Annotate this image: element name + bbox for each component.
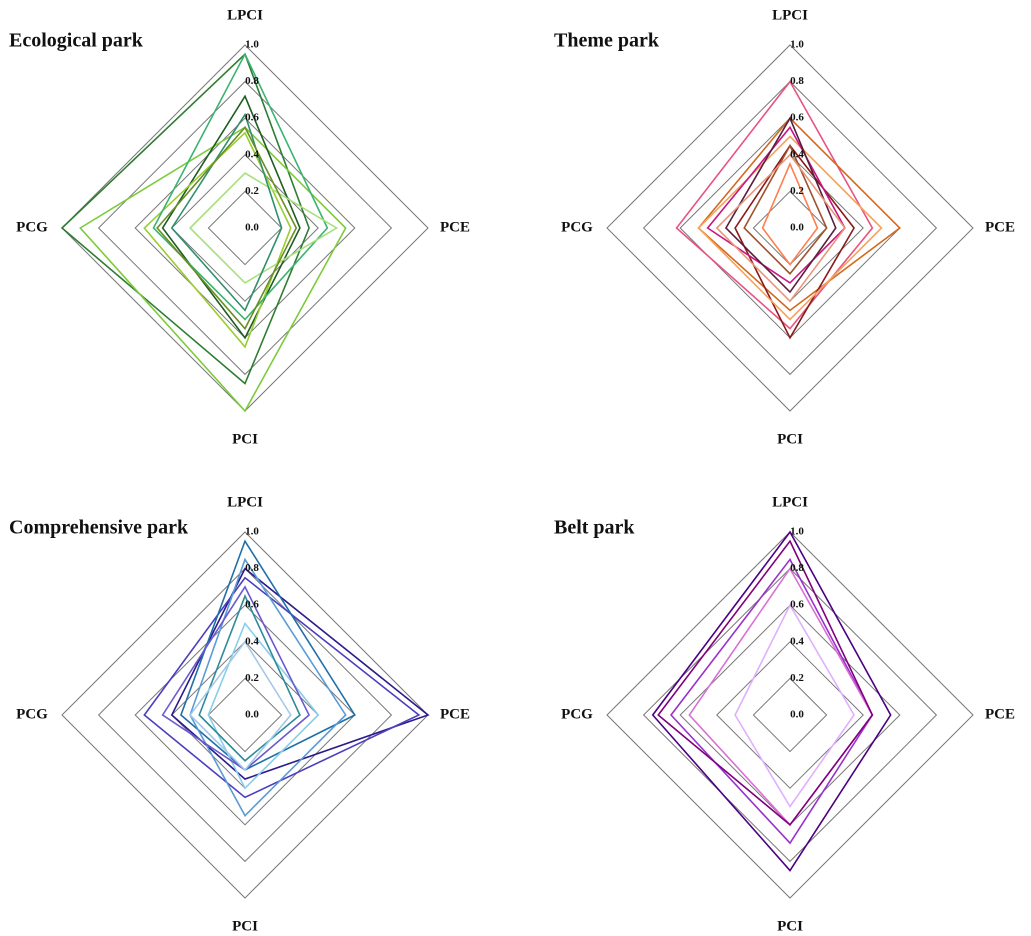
series-line (152, 52, 329, 321)
r-tick-label: 0.2 (245, 672, 259, 684)
axis-label: PCE (985, 706, 1015, 722)
r-tick-label: 0.6 (245, 112, 259, 124)
r-tick-label: 1.0 (245, 526, 259, 538)
axis-label: PCI (777, 431, 803, 447)
r-tick-label: 0.8 (790, 75, 804, 87)
r-tick-label: 0.2 (790, 672, 804, 684)
r-tick-label: 0.4 (790, 148, 804, 160)
r-tick-label: 0.4 (245, 635, 259, 647)
r-tick-label: 0.2 (245, 185, 259, 197)
grid-ring (606, 531, 974, 899)
grid-ring (642, 80, 938, 376)
axis-label: PCI (777, 918, 803, 934)
series-line (697, 135, 883, 321)
grid-ring (207, 190, 283, 266)
series-line (706, 125, 846, 284)
axis-label: PCG (16, 219, 48, 235)
r-tick-label: 0.0 (790, 222, 804, 234)
axis-label: PCG (561, 219, 593, 235)
axis-label: PCI (232, 918, 258, 934)
series-line (675, 80, 874, 330)
axis-label: PCE (440, 219, 470, 235)
axis-label: PCG (561, 706, 593, 722)
grid-ring (606, 44, 974, 412)
grid-ring (171, 154, 319, 302)
series-line (715, 153, 846, 303)
series-line (697, 117, 902, 312)
chart-title: Comprehensive park (9, 517, 189, 539)
r-tick-label: 0.8 (245, 75, 259, 87)
series-line (198, 593, 301, 762)
grid-ring (752, 677, 828, 753)
axis-label: LPCI (227, 7, 263, 23)
series-line (743, 143, 828, 275)
r-tick-label: 0.0 (245, 709, 259, 721)
series-line (761, 161, 819, 266)
series-line (170, 112, 283, 312)
series-line (188, 172, 339, 284)
series-line (734, 144, 856, 340)
grid-ring (716, 641, 864, 789)
chart-title: Belt park (554, 517, 635, 539)
series-line (143, 131, 292, 349)
axis-label: PCI (232, 431, 258, 447)
r-tick-label: 0.6 (790, 599, 804, 611)
r-tick-label: 1.0 (790, 39, 804, 51)
axis-label: PCG (16, 706, 48, 722)
grid-ring (642, 567, 938, 863)
chart-title: Theme park (554, 30, 660, 52)
r-tick-label: 0.6 (790, 112, 804, 124)
grid-ring (97, 567, 393, 863)
axis-label: PCE (985, 219, 1015, 235)
series-line (189, 557, 347, 817)
series-line (734, 603, 855, 808)
series-line (724, 116, 837, 294)
series-line (657, 539, 874, 826)
grid-ring (61, 531, 429, 899)
series-line (189, 640, 292, 772)
r-tick-label: 0.6 (245, 599, 259, 611)
series-line (156, 125, 298, 331)
r-tick-label: 0.8 (790, 562, 804, 574)
r-tick-label: 1.0 (245, 39, 259, 51)
series-line (170, 567, 430, 780)
r-tick-label: 0.4 (245, 148, 259, 160)
axis-label: LPCI (772, 7, 808, 23)
axis-label: PCE (440, 706, 470, 722)
grid-ring (97, 80, 393, 376)
r-tick-label: 0.0 (245, 222, 259, 234)
r-tick-label: 1.0 (790, 526, 804, 538)
r-tick-label: 0.4 (790, 635, 804, 647)
r-tick-label: 0.0 (790, 709, 804, 721)
series-line (651, 530, 892, 872)
r-tick-label: 0.8 (245, 562, 259, 574)
axis-label: LPCI (772, 494, 808, 510)
axis-label: LPCI (227, 494, 263, 510)
grid-ring (207, 677, 283, 753)
series-line (143, 576, 421, 799)
r-tick-label: 0.2 (790, 185, 804, 197)
series-line (180, 539, 356, 771)
series-line (670, 557, 874, 845)
chart-title: Ecological park (9, 30, 144, 52)
